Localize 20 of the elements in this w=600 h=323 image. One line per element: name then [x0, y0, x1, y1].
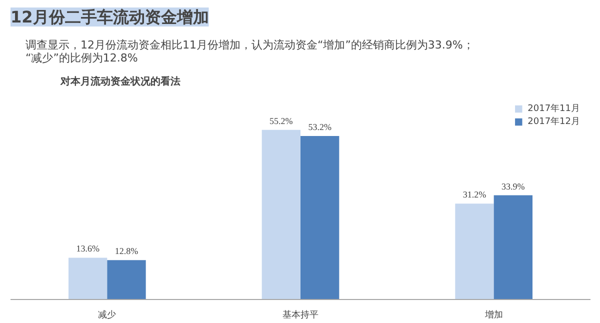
data-label: 53.2% — [308, 122, 332, 132]
data-label: 31.2% — [462, 190, 487, 200]
chart-subtitle: 调查显示，12月份流动资金相比11月份增加，认为流动资金“增加”的经销商比例为33.9%； “减少”的比例为12.8% — [26, 38, 474, 64]
x-tick-label: 基本持平 — [282, 310, 318, 320]
data-label: 55.2% — [270, 116, 294, 126]
data-label: 33.9% — [502, 181, 526, 192]
bar — [262, 130, 300, 300]
chart-title: 12月份二手车流动资金增加 — [10, 8, 209, 26]
bar — [300, 136, 340, 300]
text: 对本月流动资金状况的看法 — [60, 76, 180, 88]
data-label: 13.6% — [76, 244, 100, 254]
bar — [455, 204, 494, 300]
bar — [494, 195, 532, 300]
legend-label: 2017年11月 — [528, 102, 580, 115]
bar — [107, 260, 146, 300]
bar — [68, 258, 108, 300]
x-tick-label: 增加 — [484, 310, 503, 320]
legend-label: 2017年12月 — [528, 116, 580, 128]
x-tick-label: 减少 — [98, 310, 116, 320]
data-label: 12.8% — [114, 246, 139, 256]
